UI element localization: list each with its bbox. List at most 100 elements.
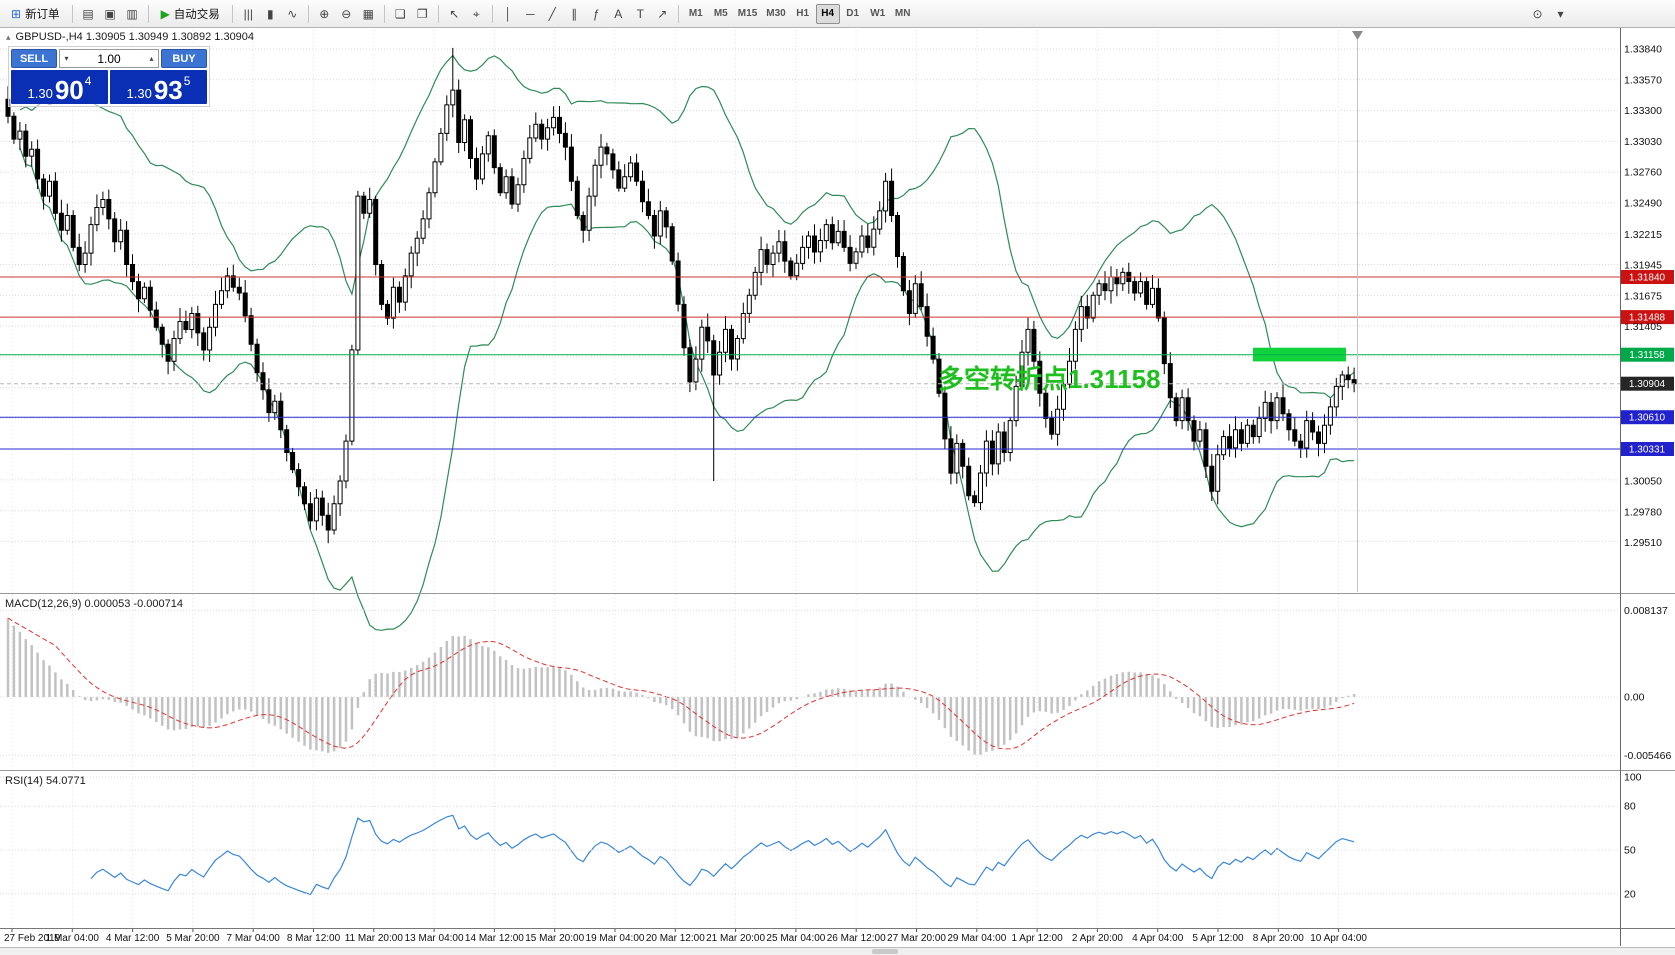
line-chart-icon[interactable]: ∿ xyxy=(282,3,303,25)
sell-button[interactable]: SELL xyxy=(11,49,57,68)
price-level-tag-label: 1.30331 xyxy=(1629,445,1666,456)
price-axis-label: 1.31405 xyxy=(1624,321,1662,333)
trendline-icon[interactable]: ╱ xyxy=(542,3,563,25)
zoom-in-icon[interactable]: ⊕ xyxy=(314,3,335,25)
macd-signal-line xyxy=(7,617,1355,750)
bar-chart-icon[interactable]: ||| xyxy=(238,3,259,25)
search-icon[interactable]: ⊙ xyxy=(1532,6,1543,21)
text-label-icon: T xyxy=(636,6,644,21)
timeframe-h4[interactable]: H4 xyxy=(815,3,840,24)
toolbar-separator xyxy=(307,4,309,23)
time-axis-label: 25 Mar 04:00 xyxy=(766,933,825,944)
current-price-tag-label: 1.30904 xyxy=(1629,379,1666,390)
price-level-tag xyxy=(1621,442,1674,456)
macd-histogram xyxy=(6,618,1356,755)
lot-size-field[interactable]: ▾ ▴ xyxy=(59,49,159,68)
line-chart-icon: ∿ xyxy=(287,6,298,21)
toolbar-separator xyxy=(383,4,385,23)
macd-axis-label: 0.008137 xyxy=(1624,605,1668,617)
price-axis-label: 1.33300 xyxy=(1624,105,1662,117)
text-icon: A xyxy=(614,6,623,21)
panels-icon[interactable]: ▾ xyxy=(1557,6,1564,21)
time-axis-label: 8 Mar 12:00 xyxy=(287,933,341,944)
cascade-windows-icon[interactable]: ❐ xyxy=(412,3,433,25)
timeframe-m1[interactable]: M1 xyxy=(688,8,703,19)
chart-shift-marker[interactable] xyxy=(1352,31,1363,40)
timeframe-m5[interactable]: M5 xyxy=(713,8,728,19)
timeframe-d1[interactable]: D1 xyxy=(846,8,860,19)
time-axis-label: 21 Mar 20:00 xyxy=(706,933,765,944)
rsi-axis-label: 50 xyxy=(1624,845,1636,857)
grid-icon[interactable]: ▦ xyxy=(358,3,379,25)
grid-icon: ▦ xyxy=(362,6,374,21)
buy-price-pip: 5 xyxy=(183,74,191,88)
horizontal-scrollbar[interactable] xyxy=(0,947,1675,955)
top-toolbar: ⊞ 新订单 ▤ ▣ ▥ ▶ 自动交易 ||| ▮ ∿ ⊕ ⊖ ▦ ❏ ❐ ↖ ⌖ │ ─ ╱ ∥ ƒ A T ↗ M1 M5 M15 M… xyxy=(0,0,1675,28)
profiles-icon[interactable]: ▣ xyxy=(100,3,121,25)
chart-header: ▴ GBPUSD-,H4 1.30905 1.30949 1.30892 1.3… xyxy=(6,31,254,43)
new-order-button[interactable]: ⊞ 新订单 xyxy=(4,3,67,25)
buy-price-prefix: 1.30 xyxy=(126,85,152,101)
time-axis-strip xyxy=(0,929,1675,946)
new-order-icon: ⊞ xyxy=(11,6,22,21)
horizontal-line-icon[interactable]: ─ xyxy=(520,3,541,25)
time-axis-label: 27 Mar 20:00 xyxy=(887,933,946,944)
fibonacci-icon[interactable]: ƒ xyxy=(586,3,607,25)
annotation-text-object[interactable]: 多空转折点1.31158 xyxy=(938,364,1161,394)
sell-price-display[interactable]: 1.30 90 4 xyxy=(11,70,108,104)
lot-increase-button[interactable]: ▴ xyxy=(149,54,154,63)
time-axis-label: 4 Apr 04:00 xyxy=(1132,933,1184,944)
time-axis-label: 7 Mar 04:00 xyxy=(227,933,281,944)
macd-axis-label: 0.00 xyxy=(1624,692,1645,704)
equidistant-channel-icon[interactable]: ∥ xyxy=(564,3,585,25)
toolbar-separator xyxy=(491,4,493,23)
toolbar-separator xyxy=(437,4,439,23)
time-axis-label: 8 Apr 20:00 xyxy=(1253,933,1305,944)
crosshair-icon[interactable]: ⌖ xyxy=(466,3,487,25)
vertical-line-icon[interactable]: │ xyxy=(498,3,519,25)
autotrading-button[interactable]: ▶ 自动交易 xyxy=(154,3,227,25)
new-order-label: 新订单 xyxy=(25,8,60,21)
cursor-icon[interactable]: ↖ xyxy=(444,3,465,25)
toolbar-separator xyxy=(147,4,149,23)
toolbar-separator xyxy=(71,4,73,23)
time-axis-label: 13 Mar 04:00 xyxy=(405,933,464,944)
candlestick-chart-icon[interactable]: ▮ xyxy=(260,3,281,25)
macd-axis-label: -0.005466 xyxy=(1624,750,1671,762)
text-icon[interactable]: A xyxy=(608,3,629,25)
buy-price-display[interactable]: 1.30 93 5 xyxy=(110,70,207,104)
rsi-line xyxy=(90,814,1355,896)
price-axis-label: 1.33840 xyxy=(1624,44,1662,56)
sell-price-prefix: 1.30 xyxy=(27,85,53,101)
timeframe-h1[interactable]: H1 xyxy=(796,8,810,19)
timeframe-w1[interactable]: W1 xyxy=(870,8,886,19)
zoom-out-icon[interactable]: ⊖ xyxy=(336,3,357,25)
arrow-tools-icon[interactable]: ↗ xyxy=(652,3,673,25)
text-label-icon[interactable]: T xyxy=(630,3,651,25)
expand-arrow-icon[interactable]: ▴ xyxy=(6,31,11,42)
chart-window-icon[interactable]: ▤ xyxy=(78,3,99,25)
time-axis-label: 26 Mar 12:00 xyxy=(827,933,886,944)
tile-windows-icon[interactable]: ❏ xyxy=(390,3,411,25)
chart-title: GBPUSD-,H4 1.30905 1.30949 1.30892 1.309… xyxy=(15,31,255,43)
current-price-tag xyxy=(1621,376,1674,391)
scrollbar-thumb[interactable] xyxy=(872,949,898,954)
toolbar-separator xyxy=(231,4,233,23)
price-level-tag xyxy=(1621,270,1674,284)
timeframe-mn[interactable]: MN xyxy=(894,8,911,19)
bollinger-upper-band xyxy=(19,54,1355,399)
price-level-tag-label: 1.31488 xyxy=(1629,313,1666,324)
price-level-tag-label: 1.31840 xyxy=(1629,273,1666,284)
lot-decrease-button[interactable]: ▾ xyxy=(64,54,69,63)
timeframe-m30[interactable]: M30 xyxy=(766,8,786,19)
time-axis-label: 2 Apr 20:00 xyxy=(1072,933,1124,944)
macd-header: MACD(12,26,9) 0.000053 -0.000714 xyxy=(5,598,183,610)
lot-size-input[interactable] xyxy=(73,51,145,66)
data-window-icon[interactable]: ▥ xyxy=(122,3,143,25)
buy-button[interactable]: BUY xyxy=(161,49,207,68)
time-axis-label: 5 Mar 20:00 xyxy=(166,933,220,944)
timeframe-m15[interactable]: M15 xyxy=(737,8,758,19)
price-axis-label: 1.29510 xyxy=(1624,537,1662,549)
sell-price-main: 90 xyxy=(54,74,84,105)
